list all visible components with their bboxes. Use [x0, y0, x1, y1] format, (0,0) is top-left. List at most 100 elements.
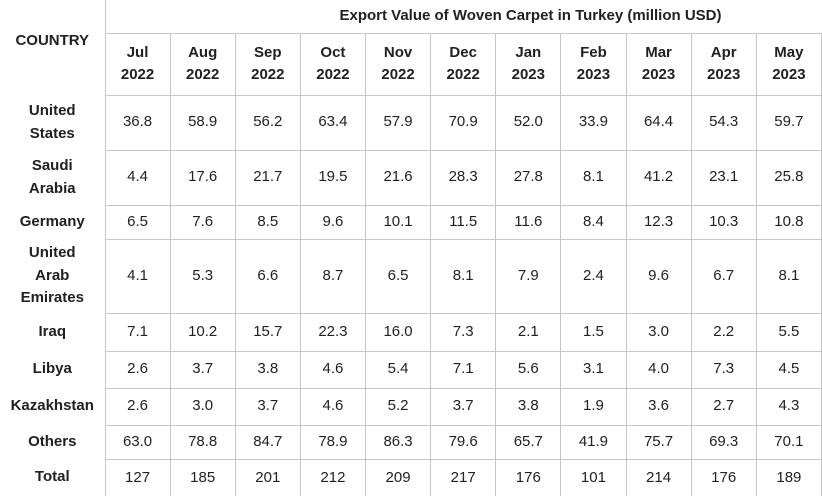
value-cell: 21.6 [364, 149, 432, 206]
value-cell: 5.5 [755, 312, 822, 352]
value-cell: 9.6 [299, 204, 367, 240]
month-header-jul-2022: Jul 2022 [104, 32, 171, 96]
month-header-jan-2023: Jan 2023 [495, 32, 562, 96]
value-cell: 64.4 [625, 94, 692, 151]
value-cell: 3.0 [625, 312, 692, 352]
value-cell: 17.6 [169, 149, 236, 206]
value-cell: 10.3 [690, 204, 757, 240]
value-cell: 5.4 [364, 350, 432, 389]
value-cell: 201 [234, 458, 301, 496]
value-cell: 54.3 [690, 94, 757, 151]
value-cell: 10.2 [169, 312, 236, 352]
value-cell: 70.1 [755, 424, 822, 460]
value-cell: 8.1 [560, 149, 627, 206]
month-header-sep-2022: Sep 2022 [234, 32, 301, 96]
value-cell: 6.7 [690, 238, 757, 314]
value-cell: 185 [169, 458, 236, 496]
value-cell: 4.4 [104, 149, 171, 206]
value-cell: 2.7 [690, 387, 757, 426]
value-cell: 6.6 [234, 238, 301, 314]
value-cell: 25.8 [755, 149, 822, 206]
month-header-row: Jul 2022 Aug 2022 Sep 2022 Oct 2022 Nov … [0, 32, 822, 96]
value-cell: 10.8 [755, 204, 822, 240]
value-cell: 8.1 [430, 238, 497, 314]
value-cell: 176 [690, 458, 757, 496]
value-cell: 41.2 [625, 149, 692, 206]
month-header-mar-2023: Mar 2023 [625, 32, 692, 96]
month-header-may-2023: May 2023 [755, 32, 822, 96]
value-cell: 16.0 [364, 312, 432, 352]
value-cell: 214 [625, 458, 692, 496]
value-cell: 22.3 [299, 312, 367, 352]
value-cell: 7.6 [169, 204, 236, 240]
value-cell: 75.7 [625, 424, 692, 460]
value-cell: 27.8 [495, 149, 562, 206]
value-cell: 176 [495, 458, 562, 496]
value-cell: 63.0 [104, 424, 171, 460]
value-cell: 78.8 [169, 424, 236, 460]
value-cell: 3.7 [169, 350, 236, 389]
value-cell: 33.9 [560, 94, 627, 151]
country-cell: United States [28, 102, 76, 142]
value-cell: 3.7 [234, 387, 301, 426]
value-cell: 1.9 [560, 387, 627, 426]
table-row-united-states: United States 36.8 58.9 56.2 63.4 57.9 7… [0, 94, 822, 151]
value-cell: 8.7 [299, 238, 367, 314]
value-cell: 209 [364, 458, 432, 496]
value-cell: 6.5 [104, 204, 171, 240]
value-cell: 79.6 [430, 424, 497, 460]
month-header-feb-2023: Feb 2023 [560, 32, 627, 96]
value-cell: 3.7 [430, 387, 497, 426]
value-cell: 7.3 [690, 350, 757, 389]
value-cell: 6.5 [364, 238, 432, 314]
value-cell: 23.1 [690, 149, 757, 206]
country-cell: Iraq [38, 322, 66, 340]
month-header-aug-2022: Aug 2022 [169, 32, 236, 96]
value-cell: 2.1 [495, 312, 562, 352]
value-cell: 11.6 [495, 204, 562, 240]
value-cell: 4.5 [755, 350, 822, 389]
value-cell: 8.5 [234, 204, 301, 240]
value-cell: 58.9 [169, 94, 236, 151]
country-cell: Saudi Arabia [28, 157, 76, 197]
value-cell: 4.1 [104, 238, 171, 314]
value-cell: 217 [430, 458, 497, 496]
value-cell: 5.3 [169, 238, 236, 314]
title-row: COUNTRY Export Value of Woven Carpet in … [0, 0, 822, 49]
value-cell: 12.3 [625, 204, 692, 240]
table-row-united-arab-emirates: United Arab Emirates 4.1 5.3 6.6 8.7 6.5… [0, 238, 822, 314]
value-cell: 56.2 [234, 94, 301, 151]
value-cell: 7.3 [430, 312, 497, 352]
value-cell: 5.2 [364, 387, 432, 426]
table-row-germany: Germany 6.5 7.6 8.5 9.6 10.1 11.5 11.6 8… [0, 204, 822, 240]
month-header-nov-2022: Nov 2022 [364, 32, 432, 96]
country-cell: Kazakhstan [10, 397, 94, 415]
value-cell: 2.6 [104, 350, 171, 389]
value-cell: 9.6 [625, 238, 692, 314]
month-header-dec-2022: Dec 2022 [430, 32, 497, 96]
value-cell: 15.7 [234, 312, 301, 352]
value-cell: 78.9 [299, 424, 367, 460]
value-cell: 3.8 [234, 350, 301, 389]
value-cell: 3.0 [169, 387, 236, 426]
value-cell: 70.9 [430, 94, 497, 151]
table-row-libya: Libya 2.6 3.7 3.8 4.6 5.4 7.1 5.6 3.1 4.… [0, 350, 822, 389]
value-cell: 41.9 [560, 424, 627, 460]
value-cell: 3.1 [560, 350, 627, 389]
value-cell: 69.3 [690, 424, 757, 460]
value-cell: 189 [755, 458, 822, 496]
value-cell: 4.3 [755, 387, 822, 426]
value-cell: 212 [299, 458, 367, 496]
value-cell: 86.3 [364, 424, 432, 460]
value-cell: 127 [104, 458, 171, 496]
value-cell: 7.9 [495, 238, 562, 314]
value-cell: 4.0 [625, 350, 692, 389]
month-header-apr-2023: Apr 2023 [690, 32, 757, 96]
table-row-iraq: Iraq 7.1 10.2 15.7 22.3 16.0 7.3 2.1 1.5… [0, 312, 822, 352]
value-cell: 8.4 [560, 204, 627, 240]
country-cell: Germany [19, 212, 85, 230]
value-cell: 57.9 [364, 94, 432, 151]
value-cell: 63.4 [299, 94, 367, 151]
value-cell: 7.1 [104, 312, 171, 352]
